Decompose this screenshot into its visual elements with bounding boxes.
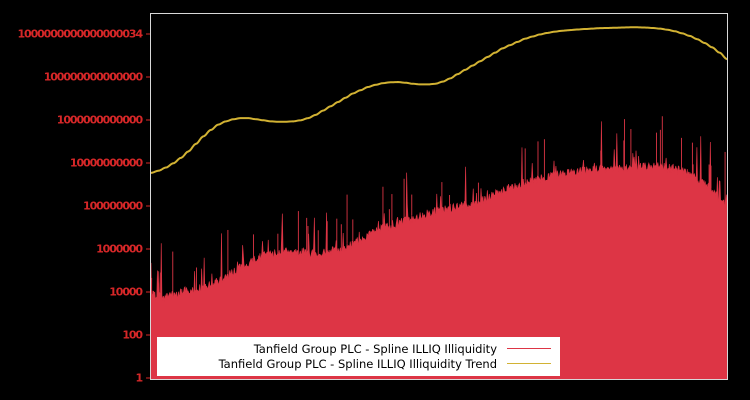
y-tick-mark bbox=[146, 248, 150, 250]
y-tick-mark bbox=[146, 162, 150, 164]
legend-swatch-illiquidity-trend bbox=[507, 363, 551, 364]
y-tick-mark bbox=[146, 76, 150, 78]
illiquidity-trend-line bbox=[151, 26, 727, 174]
chart-canvas bbox=[151, 26, 727, 379]
legend-label-illiquidity-trend: Tanfield Group PLC - Spline ILLIQ Illiqu… bbox=[218, 356, 497, 371]
y-tick-label: 1 bbox=[135, 371, 143, 385]
y-tick-label: 100000000 bbox=[83, 199, 143, 213]
y-tick-label: 1000000 bbox=[96, 242, 143, 256]
series-illiquidity-trend bbox=[151, 26, 727, 174]
y-tick-label: 100000000000000 bbox=[43, 70, 143, 84]
legend-label-illiquidity: Tanfield Group PLC - Spline ILLIQ Illiqu… bbox=[253, 341, 497, 356]
y-tick-mark bbox=[146, 33, 150, 35]
chart-legend[interactable]: Tanfield Group PLC - Spline ILLIQ Illiqu… bbox=[157, 337, 560, 376]
legend-swatch-illiquidity bbox=[507, 348, 551, 349]
y-tick-mark bbox=[146, 377, 150, 379]
y-tick-label: 100 bbox=[122, 328, 143, 342]
y-tick-label: 10000000000 bbox=[69, 156, 143, 170]
y-tick-mark bbox=[146, 291, 150, 293]
y-tick-mark bbox=[146, 119, 150, 121]
y-tick-label: 10000 bbox=[109, 285, 143, 299]
y-tick-label: 1000000000000000034 bbox=[17, 27, 143, 41]
y-tick-overlap-fragment: 34 bbox=[128, 27, 143, 41]
series-illiquidity bbox=[151, 116, 727, 379]
illiquidity-area bbox=[151, 121, 727, 379]
y-tick-label: 1000000000000 bbox=[56, 113, 143, 127]
y-tick-mark bbox=[146, 334, 150, 336]
legend-item-illiquidity[interactable]: Tanfield Group PLC - Spline ILLIQ Illiqu… bbox=[164, 341, 553, 356]
y-axis-tick-labels: 1000000000000000034 100000000000000 100000… bbox=[0, 0, 150, 400]
plot-area bbox=[150, 13, 728, 380]
y-tick-mark bbox=[146, 205, 150, 207]
legend-item-illiquidity-trend[interactable]: Tanfield Group PLC - Spline ILLIQ Illiqu… bbox=[164, 356, 553, 371]
